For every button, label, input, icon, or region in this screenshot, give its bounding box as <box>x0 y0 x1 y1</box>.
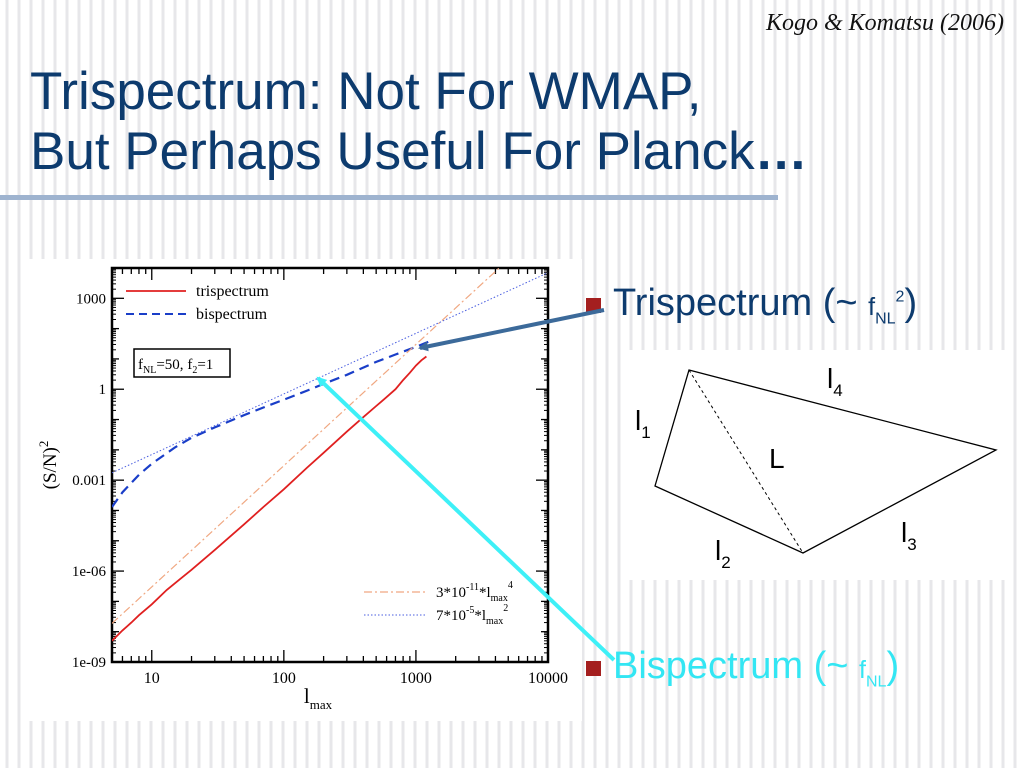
title-underline <box>0 195 778 200</box>
chart-panel: 10 100 1000 10000 1e-09 1e-06 0.001 1 1000 (S/N)… <box>26 259 582 721</box>
label-l2: l2 <box>715 535 731 572</box>
label-l3: l3 <box>901 517 917 554</box>
series-line-bispectrum <box>112 339 432 508</box>
plot-frame <box>110 266 550 664</box>
title-line-2: But Perhaps Useful For Planck <box>30 122 755 181</box>
x-tick-label: 10 <box>144 670 160 687</box>
series-line-trispectrum <box>112 355 427 642</box>
parameter-box: fNL=50, f2=1 <box>133 348 231 378</box>
parameter-box-frame <box>133 348 231 378</box>
y-tick-label: 1 <box>99 382 107 398</box>
legend-bottom: 3*10-11*lmax4 7*10-5*lmax2 <box>364 580 513 627</box>
bullet-bispectrum-text: Bispectrum (~ fNL) <box>613 645 900 691</box>
series-line-7-10-5-lmax-2 <box>112 272 548 474</box>
legend-top: trispectrum bispectrum <box>126 283 269 323</box>
bullet-bispectrum: Bispectrum (~ fNL) <box>586 645 899 692</box>
title-line-1: Trispectrum: Not For WMAP, <box>30 62 702 121</box>
x-tick-label: 10000 <box>528 670 568 687</box>
y-tick-label: 1000 <box>76 291 106 307</box>
slide-title: Trispectrum: Not For WMAP, But Perhaps U… <box>30 62 1010 182</box>
bullet-trispectrum: Trispectrum (~ fNL2) <box>586 282 917 329</box>
series-line-3-10-11-lmax-4 <box>112 268 501 624</box>
y-tick-label: 1e-09 <box>72 655 106 671</box>
legend-label-fit-l2: 7*10-5*lmax2 <box>436 603 508 627</box>
label-l4: l4 <box>827 363 843 400</box>
bullet-trispectrum-text: Trispectrum (~ fNL2) <box>613 282 918 328</box>
quadrilateral-diagram: l1 l4 L l2 l3 <box>635 363 998 572</box>
bullet-marker <box>586 660 601 676</box>
x-tick-label: 100 <box>272 670 296 687</box>
sn-chart: 10 100 1000 10000 1e-09 1e-06 0.001 1 1000 (S/N)… <box>36 266 568 712</box>
y-tick-label: 0.001 <box>72 473 106 489</box>
x-axis-label: lmax <box>304 684 333 712</box>
legend-label-fit-l4: 3*10-11*lmax4 <box>436 580 513 604</box>
y-axis-label: (S/N)2 <box>36 441 61 490</box>
parameter-label: fNL=50, f2=1 <box>138 357 213 376</box>
y-tick-label: 1e-06 <box>72 564 107 580</box>
quadrilateral-outline <box>654 369 998 554</box>
label-L: L <box>769 443 785 474</box>
bullet-marker <box>586 297 601 313</box>
citation: Kogo & Komatsu (2006) <box>765 10 1004 36</box>
title-ellipsis: … <box>754 122 808 181</box>
legend-label-trispectrum: trispectrum <box>196 283 269 300</box>
quadrilateral-diagram-panel: l1 l4 L l2 l3 <box>621 350 1007 580</box>
x-tick-label: 1000 <box>400 670 432 687</box>
diagonal-L <box>688 369 804 554</box>
legend-label-bispectrum: bispectrum <box>196 306 268 323</box>
label-l1: l1 <box>635 405 651 442</box>
